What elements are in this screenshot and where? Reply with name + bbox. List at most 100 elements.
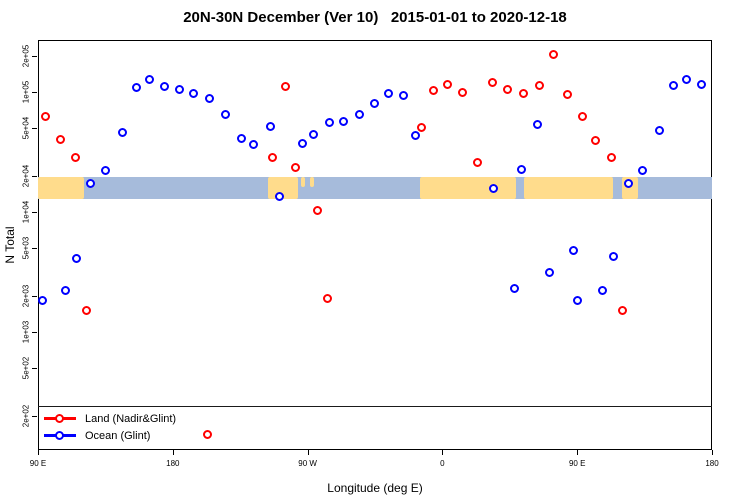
legend-label-ocean: Ocean (Glint) bbox=[85, 430, 151, 442]
legend-label-land: Land (Nadir&Glint) bbox=[85, 413, 177, 425]
x-tick-label: 90 E bbox=[29, 459, 47, 468]
data-point bbox=[339, 117, 349, 127]
x-tick-label: 90 E bbox=[568, 459, 586, 468]
data-point bbox=[85, 179, 95, 189]
legend-item-ocean: Ocean (Glint) bbox=[38, 428, 268, 444]
data-point bbox=[417, 123, 427, 133]
map-band-land-segment bbox=[419, 176, 516, 200]
data-point bbox=[160, 81, 170, 91]
data-point bbox=[72, 253, 82, 263]
y-tick-mark bbox=[32, 332, 37, 333]
y-tick-label: 1e+03 bbox=[21, 320, 31, 344]
data-point bbox=[313, 206, 323, 216]
data-point bbox=[131, 82, 141, 92]
x-tick-label: 180 bbox=[166, 459, 180, 468]
legend-marker-land-icon bbox=[55, 413, 64, 423]
data-point bbox=[290, 162, 300, 172]
data-point bbox=[533, 120, 543, 130]
y-tick-label: 2e+03 bbox=[21, 284, 31, 308]
data-point bbox=[370, 99, 380, 109]
data-point bbox=[268, 153, 278, 163]
map-band-land-segment bbox=[309, 176, 315, 187]
y-tick-mark bbox=[32, 295, 37, 297]
y-tick-mark bbox=[32, 248, 37, 250]
data-point bbox=[55, 134, 65, 144]
chart-title: 20N-30N December (Ver 10) 2015-01-01 to … bbox=[183, 9, 567, 26]
x-axis-label: Longitude (deg E) bbox=[327, 481, 423, 495]
data-point bbox=[205, 94, 215, 104]
data-point bbox=[322, 293, 332, 303]
data-point bbox=[221, 110, 231, 120]
legend-divider-line bbox=[38, 406, 712, 407]
data-point bbox=[519, 88, 529, 98]
y-tick-mark bbox=[32, 128, 37, 130]
data-point bbox=[655, 126, 665, 136]
data-point bbox=[175, 84, 185, 94]
data-point bbox=[355, 109, 365, 119]
y-tick-mark bbox=[32, 92, 37, 93]
data-point bbox=[325, 118, 335, 128]
data-point bbox=[577, 112, 587, 121]
data-point bbox=[608, 252, 618, 262]
plot-area bbox=[38, 40, 712, 450]
data-point bbox=[298, 138, 308, 148]
x-tick-label: 90 W bbox=[298, 459, 317, 468]
data-point bbox=[411, 131, 421, 141]
x-tick-mark bbox=[712, 450, 713, 455]
y-tick-mark bbox=[32, 55, 37, 57]
data-point bbox=[544, 268, 554, 278]
y-tick-label: 1e+04 bbox=[21, 200, 31, 224]
data-point bbox=[384, 89, 394, 99]
data-point bbox=[489, 184, 499, 194]
data-point bbox=[597, 286, 607, 295]
legend-item-land: Land (Nadir&Glint) bbox=[38, 411, 268, 427]
y-tick-label: 5e+04 bbox=[21, 116, 31, 140]
x-tick-label: 180 bbox=[705, 459, 719, 468]
data-point bbox=[60, 286, 70, 295]
data-point bbox=[398, 90, 408, 100]
y-tick-label: 2e+02 bbox=[21, 404, 31, 428]
data-point bbox=[188, 89, 198, 99]
data-point bbox=[248, 140, 258, 150]
y-tick-mark bbox=[32, 368, 37, 370]
data-point bbox=[145, 75, 155, 85]
data-point bbox=[668, 81, 678, 91]
data-point bbox=[510, 283, 520, 293]
data-point bbox=[203, 429, 213, 439]
data-point bbox=[503, 85, 513, 95]
data-point bbox=[573, 296, 583, 306]
legend-marker-ocean-icon bbox=[55, 430, 64, 440]
data-point bbox=[682, 75, 692, 85]
x-tick-label: 0 bbox=[440, 459, 445, 468]
y-tick-label: 5e+03 bbox=[21, 236, 31, 260]
x-tick-mark bbox=[577, 450, 579, 455]
data-point bbox=[488, 77, 498, 87]
x-tick-mark bbox=[442, 450, 444, 455]
y-axis-label: N Total bbox=[3, 226, 17, 264]
y-tick-mark bbox=[32, 415, 37, 417]
data-point bbox=[442, 80, 452, 90]
data-point bbox=[309, 129, 319, 139]
data-point bbox=[41, 112, 51, 121]
data-point bbox=[37, 296, 47, 306]
data-point bbox=[623, 179, 633, 189]
data-point bbox=[568, 246, 578, 256]
y-tick-label: 2e+04 bbox=[21, 164, 31, 188]
x-tick-mark bbox=[172, 450, 174, 455]
y-tick-label: 1e+05 bbox=[21, 80, 31, 104]
data-point bbox=[591, 136, 601, 146]
data-point bbox=[457, 87, 467, 97]
map-band-land-segment bbox=[38, 176, 84, 200]
y-tick-mark bbox=[32, 175, 37, 177]
data-point bbox=[429, 86, 439, 96]
y-tick-label: 5e+02 bbox=[21, 356, 31, 380]
data-point bbox=[100, 166, 110, 175]
data-point bbox=[280, 82, 290, 92]
data-point bbox=[697, 80, 707, 90]
data-point bbox=[638, 166, 648, 175]
data-point bbox=[534, 81, 544, 91]
data-point bbox=[117, 127, 127, 137]
data-point bbox=[563, 90, 573, 100]
data-point bbox=[236, 134, 246, 144]
